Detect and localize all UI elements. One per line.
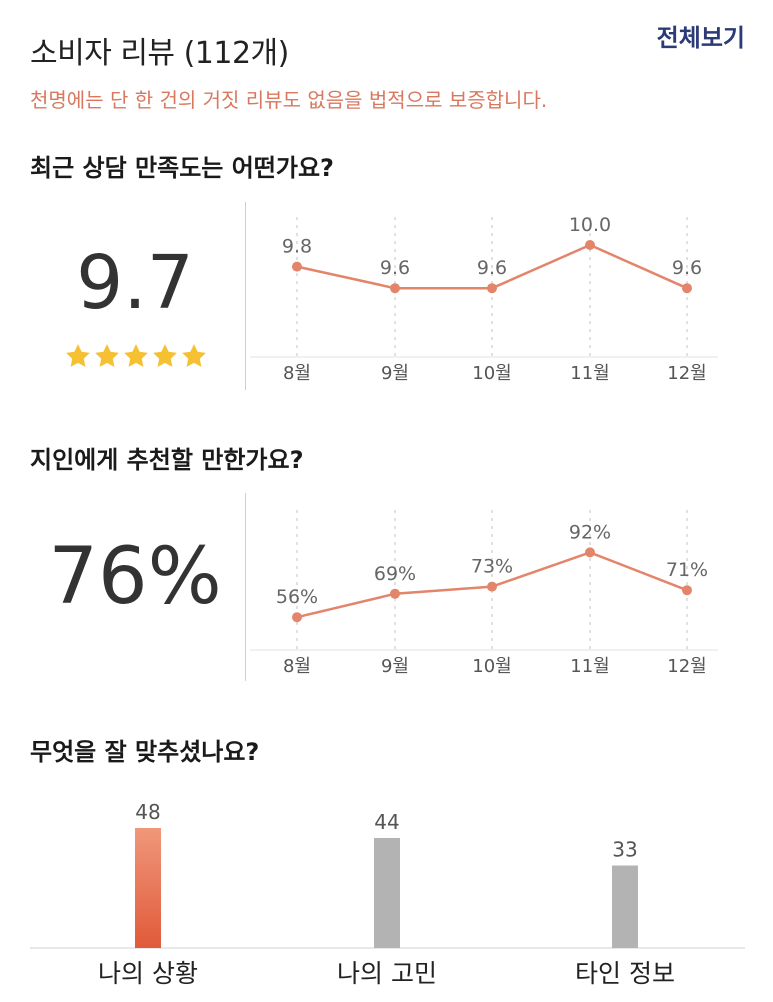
- category-label: 나의 고민: [337, 959, 437, 988]
- bar: [135, 828, 161, 948]
- section-divider: [245, 493, 246, 681]
- tick-label: 12월: [667, 363, 706, 384]
- recommend-percent: 76%: [48, 532, 222, 622]
- tick-label: 8월: [283, 656, 311, 677]
- star-rating: [64, 342, 209, 374]
- data-label: 71%: [666, 559, 708, 581]
- data-point: [585, 547, 595, 558]
- data-label: 9.8: [282, 236, 312, 258]
- star-icon: [153, 344, 177, 367]
- star-icon: [124, 344, 148, 367]
- data-point: [682, 585, 692, 596]
- data-label: 9.6: [672, 257, 702, 279]
- tick-label: 12월: [667, 656, 706, 677]
- category-label: 타인 정보: [575, 959, 675, 988]
- recommend-question: 지인에게 추천할 만한가요?: [30, 446, 304, 474]
- data-label: 9.6: [380, 257, 410, 279]
- star-icon: [95, 344, 119, 367]
- bar-value-label: 48: [135, 800, 160, 824]
- data-label: 10.0: [569, 214, 611, 236]
- review-guarantee-notice: 천명에는 단 한 건의 거짓 리뷰도 없음을 법적으로 보증합니다.: [30, 88, 548, 112]
- view-all-link[interactable]: 전체보기: [656, 24, 745, 52]
- data-label: 73%: [471, 556, 513, 578]
- star-icon: [66, 344, 90, 367]
- tick-label: 9월: [381, 656, 409, 677]
- satisfaction-score: 9.7: [76, 240, 194, 326]
- bar: [374, 838, 400, 948]
- section-divider: [245, 202, 246, 390]
- data-label: 56%: [276, 586, 318, 608]
- bar: [612, 865, 638, 948]
- tick-label: 10월: [472, 363, 511, 384]
- tick-label: 8월: [283, 363, 311, 384]
- star-icon: [182, 344, 206, 367]
- data-point: [487, 283, 497, 294]
- tick-label: 11월: [570, 363, 609, 384]
- bar-value-label: 33: [612, 838, 637, 862]
- page-title: 소비자 리뷰 (112개): [30, 36, 289, 71]
- data-point: [487, 581, 497, 592]
- tick-label: 10월: [472, 656, 511, 677]
- tick-label: 9월: [381, 363, 409, 384]
- data-point: [292, 612, 302, 623]
- data-label: 69%: [374, 563, 416, 585]
- satisfaction-trend-chart: 9.8 8월 9.6 9월 9.6 10월 10.0 11월 9.6 12월: [250, 214, 718, 384]
- tick-label: 11월: [570, 656, 609, 677]
- data-label: 9.6: [477, 257, 507, 279]
- category-label: 나의 상황: [98, 959, 198, 988]
- data-point: [390, 588, 400, 599]
- data-point: [585, 240, 595, 250]
- bar-value-label: 44: [374, 810, 399, 834]
- fit-question: 무엇을 잘 맞추셨나요?: [30, 738, 260, 766]
- recommend-trend-chart: 56% 8월 69% 9월 73% 10월 92% 11월 71% 12월: [250, 510, 718, 677]
- data-label: 92%: [569, 521, 611, 543]
- data-point: [292, 261, 302, 272]
- fit-bar-chart: 48 나의 상황 44 나의 고민 33 타인 정보: [30, 800, 745, 988]
- satisfaction-question: 최근 상담 만족도는 어떤가요?: [30, 154, 334, 182]
- data-point: [682, 283, 692, 294]
- data-point: [390, 283, 400, 294]
